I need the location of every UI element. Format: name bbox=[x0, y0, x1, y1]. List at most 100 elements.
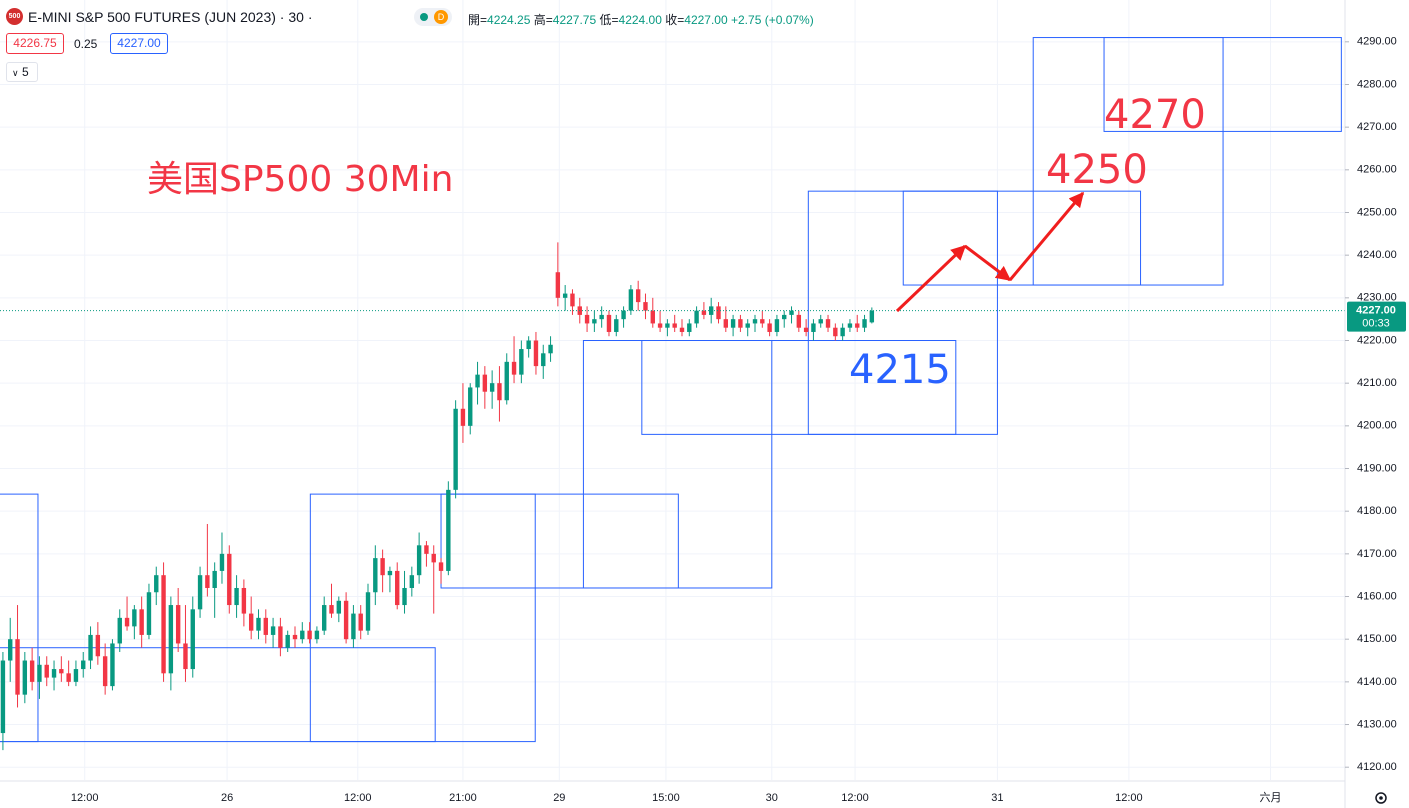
candle-body bbox=[482, 374, 488, 392]
y-tick-label: 4190.00 bbox=[1357, 462, 1397, 474]
candle-body bbox=[183, 643, 188, 670]
settings-icon[interactable] bbox=[1375, 792, 1387, 804]
y-tick-label: 4230.00 bbox=[1357, 292, 1397, 304]
candle-body bbox=[161, 575, 166, 674]
symbol-icon: 500 bbox=[6, 8, 23, 25]
boxes bbox=[0, 37, 1342, 743]
candle-body bbox=[132, 609, 137, 627]
x-tick-label: 30 bbox=[766, 792, 778, 804]
ohlc-value: 4224.00 bbox=[618, 13, 662, 27]
ohlc-value: 4227.00 bbox=[684, 13, 728, 27]
candle-body bbox=[248, 613, 254, 631]
candle-body bbox=[66, 673, 71, 682]
candle-body bbox=[197, 575, 203, 610]
candle-body bbox=[621, 310, 626, 320]
candle-body bbox=[584, 314, 590, 324]
candle-body bbox=[44, 664, 49, 678]
candle-body bbox=[380, 558, 385, 576]
candle-body bbox=[847, 323, 853, 328]
candle-body bbox=[0, 660, 6, 734]
ohlc-value: 4227.75 bbox=[552, 13, 597, 27]
y-tick-label: 4210.00 bbox=[1357, 377, 1397, 389]
candle-body bbox=[475, 374, 480, 388]
indicator-toggle[interactable]: ∨ 5 bbox=[6, 62, 38, 82]
candle-body bbox=[460, 408, 466, 426]
candle-body bbox=[526, 340, 531, 350]
candle-body bbox=[322, 605, 327, 631]
countdown-label: 00:33 bbox=[1362, 318, 1390, 330]
annotation: 4250 bbox=[1046, 147, 1148, 193]
candle-body bbox=[51, 669, 57, 678]
box bbox=[0, 493, 39, 743]
candle-body bbox=[533, 340, 539, 367]
status-pill: D bbox=[414, 8, 452, 26]
candle-body bbox=[738, 319, 743, 328]
candle-body bbox=[117, 617, 122, 644]
delay-badge: D bbox=[434, 10, 448, 24]
candle-body bbox=[548, 344, 553, 354]
candle-body bbox=[270, 626, 276, 635]
candle-body bbox=[190, 609, 195, 670]
last-price-label: 4227.00 bbox=[1356, 305, 1396, 317]
y-tick-label: 4200.00 bbox=[1357, 420, 1397, 432]
candle-body bbox=[95, 634, 101, 657]
candle-body bbox=[336, 600, 342, 614]
candle-body bbox=[760, 319, 765, 324]
candle-body bbox=[416, 545, 422, 576]
candle-body bbox=[285, 634, 290, 648]
candle-body bbox=[139, 609, 144, 635]
sell-button[interactable]: 4226.75 bbox=[6, 33, 64, 54]
arrow bbox=[895, 244, 967, 313]
candle-body bbox=[446, 489, 451, 571]
candle-body bbox=[665, 323, 670, 328]
candle-body bbox=[862, 319, 867, 328]
candle-body bbox=[614, 319, 619, 332]
candle-body bbox=[774, 319, 780, 332]
candle-body bbox=[650, 310, 655, 324]
candle-body bbox=[124, 617, 130, 627]
box bbox=[582, 340, 773, 589]
candle-body bbox=[687, 323, 692, 332]
ohlc-value: 4224.25 bbox=[487, 13, 531, 27]
candle-body bbox=[767, 323, 772, 332]
candle-body bbox=[73, 669, 79, 682]
candle-body bbox=[716, 306, 721, 320]
candle-body bbox=[263, 617, 268, 635]
candle-body bbox=[635, 289, 641, 303]
candle-body bbox=[37, 664, 42, 682]
status-dot bbox=[420, 13, 428, 21]
candle-body bbox=[818, 319, 823, 324]
candle-body bbox=[110, 643, 115, 687]
candle-body bbox=[175, 605, 181, 644]
y-tick-label: 4270.00 bbox=[1357, 121, 1397, 133]
annotation: 4270 bbox=[1104, 92, 1206, 138]
y-tick-label: 4220.00 bbox=[1357, 334, 1397, 346]
candle-body bbox=[154, 575, 159, 593]
candle-body bbox=[672, 323, 677, 328]
candle-body bbox=[555, 272, 561, 298]
candle-body bbox=[424, 545, 429, 554]
box bbox=[440, 493, 679, 589]
candle-body bbox=[387, 570, 393, 576]
candle-body bbox=[679, 327, 685, 332]
candle-body bbox=[628, 289, 634, 311]
candle-body bbox=[256, 617, 261, 631]
x-tick-label: 12:00 bbox=[344, 792, 372, 804]
x-tick-label: 12:00 bbox=[1115, 792, 1143, 804]
candle-body bbox=[840, 327, 845, 337]
buy-button[interactable]: 4227.00 bbox=[110, 33, 168, 54]
candle-body bbox=[343, 600, 349, 640]
spread: 0.25 bbox=[74, 37, 98, 51]
y-tick-label: 4240.00 bbox=[1357, 249, 1397, 261]
candle-body bbox=[599, 314, 604, 320]
candle-body bbox=[29, 660, 35, 682]
symbol-title[interactable]: E-MINI S&P 500 FUTURES (JUN 2023) · 30 · bbox=[28, 9, 313, 25]
candle-body bbox=[752, 319, 758, 324]
candle-body bbox=[402, 587, 407, 606]
candle-body bbox=[292, 634, 298, 640]
candle-body bbox=[592, 319, 597, 324]
x-tick-label: 六月 bbox=[1260, 791, 1282, 804]
y-tick-label: 4120.00 bbox=[1357, 761, 1397, 773]
